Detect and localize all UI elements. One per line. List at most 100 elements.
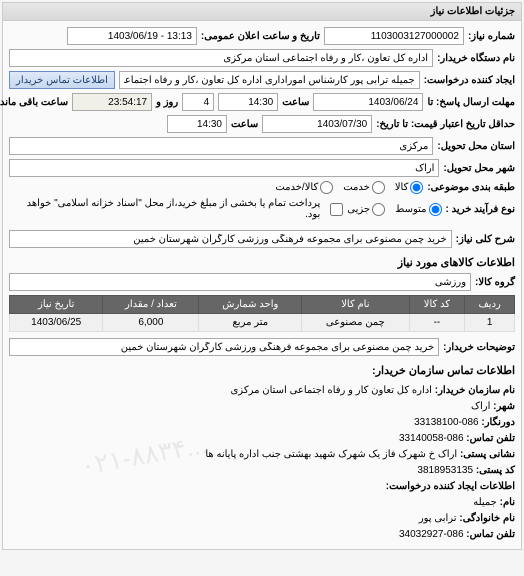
- commodity-opt-both[interactable]: کالا/خدمت: [275, 181, 333, 194]
- row-validity: حداقل تاریخ اعتبار قیمت: تا تاریخ: ساعت: [9, 115, 515, 133]
- creator-title: اطلاعات ایجاد کننده درخواست:: [386, 481, 515, 492]
- cell-date: 1403/06/25: [10, 314, 103, 332]
- validity-label: حداقل تاریخ اعتبار قیمت: تا تاریخ:: [376, 119, 515, 130]
- commodity-class-label: طبقه بندی موضوعی:: [427, 182, 515, 193]
- contact-org-label: نام سازمان خریدار:: [435, 385, 515, 396]
- radio-both[interactable]: [320, 181, 333, 194]
- contact-tel: 086-34032927: [399, 529, 464, 540]
- contact-phone-label: تلفن تماس:: [466, 433, 515, 444]
- contact-fname-label: نام:: [500, 497, 515, 508]
- commodity-class-group: کالا خدمت کالا/خدمت: [275, 181, 423, 194]
- commodity-opt3-label: کالا/خدمت: [275, 182, 318, 193]
- goods-table-body: 1 -- چمن مصنوعی متر مربع 6,000 1403/06/2…: [10, 314, 515, 332]
- panel-title: جزئیات اطلاعات نیاز: [3, 3, 521, 21]
- need-number-input[interactable]: [324, 27, 464, 45]
- contact-zip-label: کد پستی:: [476, 465, 515, 476]
- cell-name: چمن مصنوعی: [302, 314, 409, 332]
- announce-label: تاریخ و ساعت اعلان عمومی:: [201, 31, 320, 42]
- contact-city: اراک: [471, 401, 490, 412]
- requester-input[interactable]: [119, 71, 420, 89]
- remaining-days-label: روز و: [156, 97, 178, 108]
- col-row: ردیف: [465, 296, 515, 314]
- radio-minor[interactable]: [372, 203, 385, 216]
- contact-tel-label: تلفن تماس:: [466, 529, 515, 540]
- remaining-days-input[interactable]: [182, 93, 214, 111]
- city-label: شهر محل تحویل:: [443, 163, 515, 174]
- contact-fname: جمیله: [473, 497, 497, 508]
- validity-time-input[interactable]: [167, 115, 227, 133]
- row-deadline: مهلت ارسال پاسخ: تا ساعت روز و ساعت باقی…: [9, 93, 515, 111]
- goods-table-head: ردیف کد کالا نام کالا واحد شمارش تعداد /…: [10, 296, 515, 314]
- row-province: استان محل تحویل:: [9, 137, 515, 155]
- buyer-contact-button[interactable]: اطلاعات تماس خریدار: [9, 71, 115, 89]
- deadline-label: مهلت ارسال پاسخ: تا: [427, 97, 515, 108]
- col-date: تاریخ نیاز: [10, 296, 103, 314]
- row-requester: ایجاد کننده درخواست: اطلاعات تماس خریدار: [9, 71, 515, 89]
- requester-label: ایجاد کننده درخواست:: [424, 75, 515, 86]
- row-buyer-notes: توضیحات خریدار:: [9, 338, 515, 356]
- goods-group-label: گروه کالا:: [475, 277, 515, 288]
- deadline-date-input[interactable]: [313, 93, 423, 111]
- process-opt2-label: جزیی: [347, 204, 370, 215]
- announce-input[interactable]: [67, 27, 197, 45]
- remaining-time-input[interactable]: [72, 93, 152, 111]
- radio-kala[interactable]: [410, 181, 423, 194]
- radio-khedmat[interactable]: [372, 181, 385, 194]
- contact-lname-label: نام خانوادگی:: [459, 513, 515, 524]
- row-commodity-class: طبقه بندی موضوعی: کالا خدمت کالا/خدمت: [9, 181, 515, 194]
- contact-fax-label: دورنگار:: [481, 417, 515, 428]
- row-need-desc: شرح کلی نیاز:: [9, 230, 515, 248]
- goods-table: ردیف کد کالا نام کالا واحد شمارش تعداد /…: [9, 295, 515, 332]
- commodity-opt2-label: خدمت: [343, 182, 370, 193]
- deadline-time-input[interactable]: [218, 93, 278, 111]
- row-goods-group: گروه کالا:: [9, 273, 515, 291]
- buyer-notes-input[interactable]: [9, 338, 439, 356]
- contact-postal: اراک خ شهرک فاز یک شهرک شهید بهشتی جنب ا…: [205, 449, 457, 460]
- goods-info-title: اطلاعات کالاهای مورد نیاز: [9, 256, 515, 269]
- cell-code: --: [409, 314, 465, 332]
- goods-group-input[interactable]: [9, 273, 471, 291]
- row-city: شهر محل تحویل:: [9, 159, 515, 177]
- buyer-org-input[interactable]: [9, 49, 433, 67]
- buyer-notes-label: توضیحات خریدار:: [443, 342, 515, 353]
- commodity-opt1-label: کالا: [395, 182, 409, 193]
- contact-org: اداره کل تعاون کار و رفاه اجتماعی استان …: [230, 385, 431, 396]
- col-name: نام کالا: [302, 296, 409, 314]
- contact-fax: 086-33138100: [414, 417, 479, 428]
- contact-zip: 3818953135: [417, 465, 473, 476]
- radio-medium[interactable]: [429, 203, 442, 216]
- cell-unit: متر مربع: [199, 314, 302, 332]
- process-opt1-label: متوسط: [395, 204, 426, 215]
- remaining-time-label: ساعت باقی مانده: [0, 97, 68, 108]
- deadline-time-label: ساعت: [282, 97, 309, 108]
- col-unit: واحد شمارش: [199, 296, 302, 314]
- cell-row: 1: [465, 314, 515, 332]
- process-note: پرداخت تمام یا بخشی از مبلغ خرید،از محل …: [9, 198, 320, 220]
- row-need-number: شماره نیاز: تاریخ و ساعت اعلان عمومی:: [9, 27, 515, 45]
- city-input[interactable]: [9, 159, 439, 177]
- province-input[interactable]: [9, 137, 433, 155]
- process-opt-medium[interactable]: متوسط: [395, 203, 441, 216]
- treasury-checkbox[interactable]: [330, 203, 343, 216]
- table-row[interactable]: 1 -- چمن مصنوعی متر مربع 6,000 1403/06/2…: [10, 314, 515, 332]
- commodity-opt-khedmat[interactable]: خدمت: [343, 181, 385, 194]
- cell-qty: 6,000: [103, 314, 199, 332]
- validity-date-input[interactable]: [262, 115, 372, 133]
- contact-phone: 086-33140058: [399, 433, 464, 444]
- panel-body: شماره نیاز: تاریخ و ساعت اعلان عمومی: نا…: [3, 21, 521, 549]
- buyer-org-label: نام دستگاه خریدار:: [437, 53, 515, 64]
- contact-lname: ترابی پور: [419, 513, 457, 524]
- need-desc-label: شرح کلی نیاز:: [456, 234, 515, 245]
- process-opt-minor[interactable]: جزیی: [347, 203, 385, 216]
- process-label: نوع فرآیند خرید :: [446, 204, 515, 215]
- need-number-label: شماره نیاز:: [468, 31, 515, 42]
- row-process: نوع فرآیند خرید : متوسط جزیی پرداخت تمام…: [9, 198, 515, 220]
- contact-block: نام سازمان خریدار: اداره کل تعاون کار و …: [9, 383, 515, 543]
- need-desc-input[interactable]: [9, 230, 452, 248]
- contact-city-label: شهر:: [493, 401, 515, 412]
- validity-time-label: ساعت: [231, 119, 258, 130]
- contact-postal-label: نشانی پستی:: [460, 449, 515, 460]
- col-qty: تعداد / مقدار: [103, 296, 199, 314]
- commodity-opt-kala[interactable]: کالا: [395, 181, 424, 194]
- col-code: کد کالا: [409, 296, 465, 314]
